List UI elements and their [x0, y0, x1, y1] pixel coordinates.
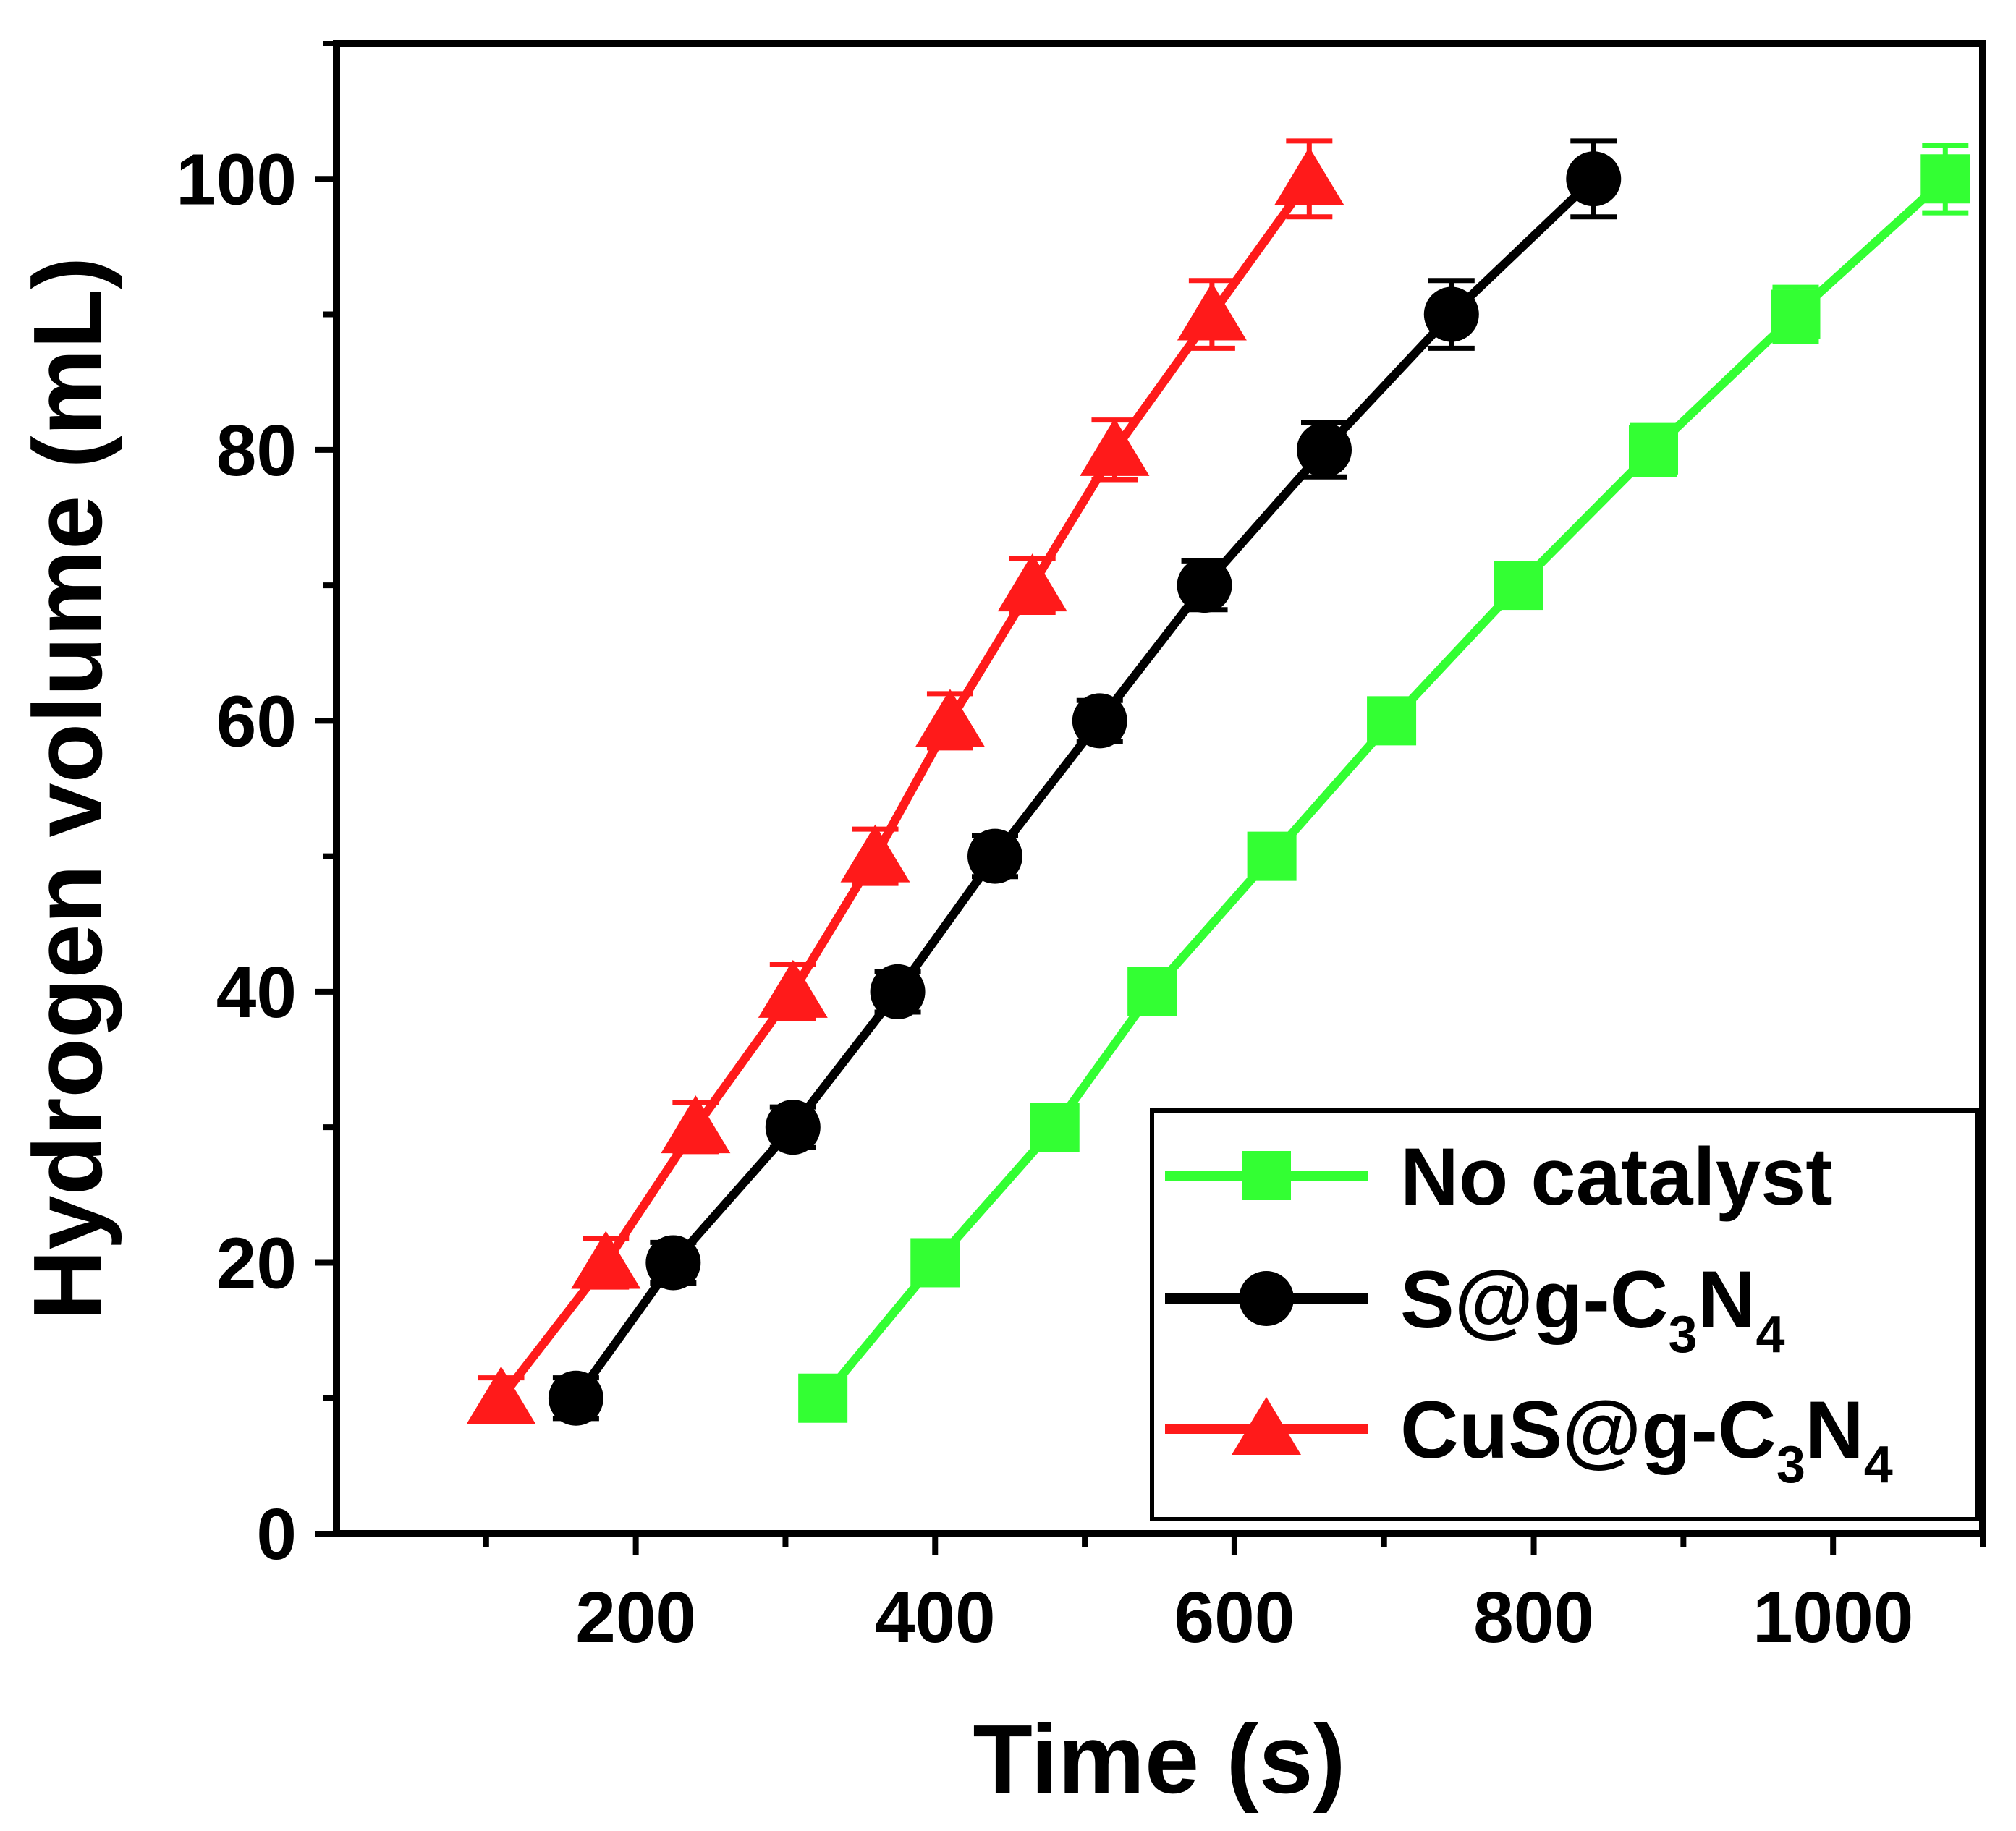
data-point	[798, 1373, 848, 1423]
y-tick-label: 20	[216, 1223, 297, 1304]
data-point	[1771, 289, 1821, 339]
legend-marker	[1239, 1271, 1294, 1326]
x-tick-label: 200	[575, 1577, 696, 1658]
ticks-layer: 200 400 600 800 1000 0 20 40 60 80 100	[176, 41, 1986, 1658]
series-line	[497, 176, 1313, 1401]
plot-frame	[333, 40, 1986, 1537]
data-point	[645, 1235, 701, 1291]
data-point	[661, 1095, 731, 1154]
series-layer	[466, 138, 1970, 1426]
data-point	[758, 959, 828, 1018]
x-tick-label: 400	[875, 1577, 996, 1658]
x-tick-label: 800	[1473, 1577, 1594, 1658]
legend-marker	[1232, 1397, 1301, 1455]
series-0	[798, 142, 1970, 1423]
legend-label: CuS@g-C3N4	[1400, 1385, 1893, 1494]
series-1	[548, 138, 1622, 1426]
y-tick-label: 100	[176, 139, 297, 220]
data-point	[910, 1238, 960, 1288]
y-tick-label: 40	[216, 952, 297, 1033]
legend-label-text: No catalyst	[1400, 1131, 1833, 1222]
data-point	[1030, 1103, 1080, 1152]
data-point	[1072, 693, 1127, 749]
data-point	[1920, 154, 1970, 204]
data-point	[1367, 696, 1417, 746]
data-point	[466, 1366, 536, 1424]
y-axis-title: Hydrogen volume (mL)	[13, 257, 122, 1320]
y-tick-label: 0	[256, 1494, 297, 1575]
data-point	[840, 824, 910, 883]
legend-label-text: CuS@g-C	[1400, 1385, 1776, 1475]
legend-label-subscript: 4	[1864, 1436, 1893, 1494]
legend-label-subscript: 3	[1776, 1436, 1805, 1494]
data-point	[1177, 558, 1232, 613]
data-point	[1423, 286, 1479, 342]
series-line	[819, 175, 1949, 1401]
data-point	[548, 1370, 603, 1426]
x-axis-title: Time (s)	[973, 1704, 1345, 1814]
legend-label: S@g-C3N4	[1400, 1254, 1785, 1364]
x-tick-label: 600	[1174, 1577, 1295, 1658]
legend-label-subscript: 4	[1755, 1306, 1784, 1364]
series-line	[572, 175, 1597, 1401]
data-point	[1297, 422, 1352, 477]
data-point	[915, 689, 985, 747]
data-point	[1566, 151, 1622, 207]
legend-label-text: S@g-C	[1400, 1254, 1669, 1345]
data-point	[1247, 831, 1297, 881]
legend-label-text: N	[1698, 1254, 1756, 1345]
data-point	[1127, 967, 1177, 1016]
data-point	[967, 828, 1022, 884]
series-2	[466, 138, 1344, 1424]
data-point	[1494, 561, 1543, 611]
data-point	[1629, 425, 1678, 475]
legend-label: No catalyst	[1400, 1131, 1833, 1222]
y-tick-label: 60	[216, 681, 297, 762]
data-point	[1274, 147, 1344, 205]
x-tick-label: 1000	[1753, 1577, 1913, 1658]
y-tick-label: 80	[216, 410, 297, 491]
data-point	[765, 1100, 821, 1155]
legend-label-text: N	[1805, 1385, 1864, 1475]
data-point	[870, 964, 926, 1019]
legend-label-subscript: 3	[1669, 1306, 1698, 1364]
data-point	[571, 1231, 641, 1289]
legend-marker	[1242, 1151, 1291, 1200]
data-point	[1080, 417, 1150, 476]
data-point	[1177, 282, 1247, 341]
data-point	[997, 553, 1067, 612]
